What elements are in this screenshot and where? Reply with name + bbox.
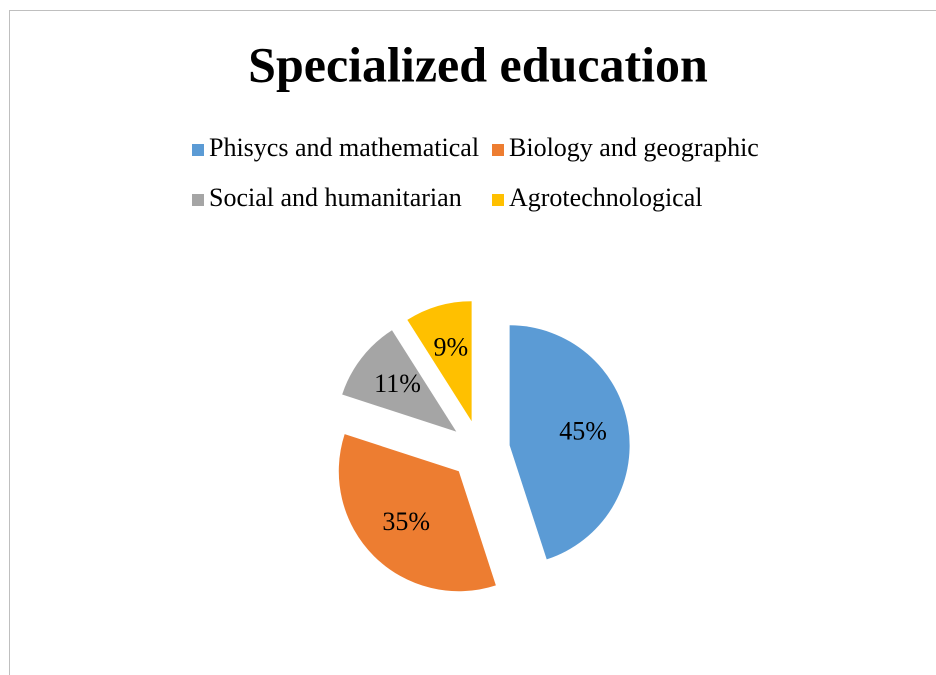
data-label: 35% — [382, 507, 430, 536]
legend-swatch — [192, 194, 204, 206]
legend-swatch — [192, 144, 204, 156]
pie-slice — [407, 301, 472, 422]
data-label: 11% — [374, 369, 421, 398]
legend-swatch — [492, 144, 504, 156]
data-label: 45% — [559, 417, 607, 446]
legend-label: Social and humanitarian — [209, 183, 462, 212]
pie-slice — [342, 330, 457, 432]
chart-title: Specialized education — [248, 36, 708, 92]
pie-slice — [338, 434, 496, 592]
legend-swatch — [492, 194, 504, 206]
pie-slice — [509, 325, 630, 560]
legend-label: Biology and geographic — [509, 133, 759, 162]
data-label: 9% — [434, 333, 469, 362]
legend-label: Agrotechnological — [509, 183, 703, 212]
legend-label: Phisycs and mathematical — [209, 133, 479, 162]
